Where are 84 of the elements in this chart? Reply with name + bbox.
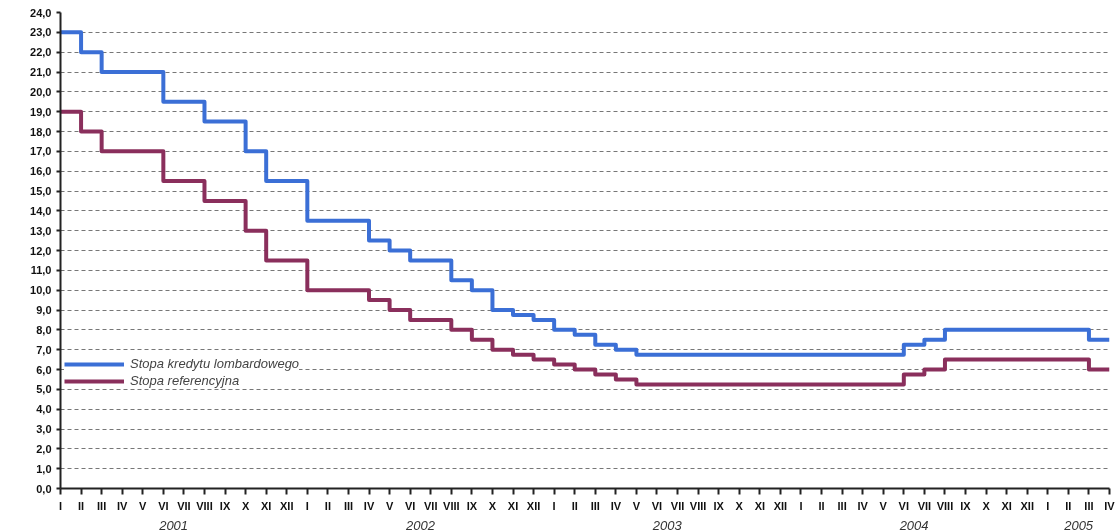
- x-tick-label: X: [982, 499, 991, 512]
- x-tick-label: VI: [158, 499, 169, 512]
- x-tick-label: III: [590, 499, 600, 512]
- x-tick-label: II: [78, 499, 85, 512]
- x-tick-label: VIII: [936, 499, 954, 512]
- y-tick-label: 5,0: [36, 383, 52, 396]
- x-tick-label: IV: [1104, 499, 1116, 512]
- text: 2003: [651, 517, 683, 532]
- y-tick-label: 15,0: [30, 185, 52, 197]
- x-tick-label: XII: [280, 499, 294, 512]
- y-tick-label: 16,0: [30, 165, 52, 178]
- x-tick-label: XI: [507, 499, 519, 512]
- x-tick-label: VIII: [689, 499, 707, 512]
- x-tick-label: IV: [117, 499, 129, 512]
- y-tick-label: 6,0: [36, 363, 52, 376]
- x-tick-label: I: [58, 499, 63, 512]
- y-tick-label: 13,0: [30, 224, 52, 237]
- x-tick-label: II: [818, 499, 825, 512]
- y-tick-label: 23,0: [30, 26, 52, 39]
- x-tick-label: VI: [651, 499, 663, 512]
- x-tick-label: V: [632, 499, 641, 512]
- x-tick-label: X: [488, 499, 497, 512]
- x-tick-label: XI: [754, 499, 766, 512]
- x-tick-label: IX: [219, 499, 231, 512]
- x-tick-label: XII: [773, 499, 788, 512]
- y-tick-label: 12,0: [30, 244, 52, 257]
- y-tick-label: 2,0: [36, 442, 52, 455]
- x-tick-label: V: [385, 499, 394, 512]
- x-tick-label: X: [241, 499, 250, 512]
- y-tick-label: 11,0: [30, 264, 52, 277]
- x-tick-label: XII: [526, 499, 541, 512]
- text: 2001: [158, 517, 189, 532]
- text: 2005: [1063, 517, 1094, 532]
- x-tick-label: III: [97, 499, 107, 512]
- y-tick-label: 3,0: [36, 423, 52, 435]
- y-tick-label: 0,0: [36, 482, 52, 495]
- x-tick-label: IX: [466, 499, 478, 512]
- x-tick-label: VII: [177, 499, 191, 512]
- x-tick-label: X: [735, 499, 744, 512]
- x-tick-label: VII: [670, 499, 685, 512]
- x-tick-label: II: [324, 499, 331, 512]
- y-tick-label: 1,0: [36, 462, 52, 475]
- y-tick-label: 18,0: [30, 125, 52, 138]
- x-tick-label: I: [305, 499, 309, 512]
- y-tick-label: 19,0: [30, 105, 52, 118]
- x-tick-label: III: [343, 499, 354, 512]
- x-tick-label: XI: [260, 499, 272, 512]
- x-tick-label: IX: [960, 499, 972, 512]
- x-tick-label: VII: [917, 499, 932, 512]
- x-tick-label: III: [1084, 499, 1094, 512]
- x-tick-label: VIII: [443, 499, 460, 512]
- y-tick-label: 21,0: [30, 66, 52, 78]
- x-tick-label: VIII: [196, 499, 213, 512]
- x-tick-label: I: [1046, 499, 1050, 512]
- x-tick-label: XI: [1001, 499, 1012, 512]
- y-tick-label: 10,0: [30, 284, 52, 297]
- text: 2004: [898, 517, 929, 532]
- x-tick-label: IV: [857, 499, 869, 512]
- y-tick-label: 17,0: [30, 145, 52, 158]
- y-tick-label: 14,0: [30, 204, 52, 217]
- y-tick-label: 9,0: [36, 304, 52, 316]
- x-tick-label: I: [799, 499, 803, 512]
- x-tick-label: III: [837, 499, 847, 512]
- y-tick-label: 8,0: [36, 323, 52, 336]
- x-tick-label: V: [139, 499, 148, 512]
- x-tick-label: II: [1065, 499, 1072, 512]
- x-tick-label: IV: [610, 499, 622, 512]
- x-tick-label: I: [552, 499, 556, 512]
- y-tick-label: 20,0: [30, 85, 52, 98]
- legend-label: Stopa kredytu lombardowego: [130, 356, 300, 371]
- x-tick-label: VI: [404, 499, 416, 512]
- legend-label: Stopa referencyjna: [130, 373, 240, 388]
- x-tick-label: II: [571, 499, 578, 512]
- x-tick-label: VII: [424, 499, 438, 512]
- text: 2002: [404, 517, 436, 532]
- y-tick-label: 7,0: [36, 343, 52, 356]
- x-tick-label: VI: [898, 499, 910, 512]
- x-tick-label: IV: [363, 499, 375, 512]
- y-tick-label: 4,0: [36, 403, 52, 416]
- x-tick-label: V: [879, 499, 888, 512]
- x-tick-label: IX: [713, 499, 725, 512]
- x-tick-label: XII: [1020, 499, 1034, 512]
- y-tick-label: 24,0: [30, 6, 52, 19]
- y-tick-label: 22,0: [30, 46, 52, 59]
